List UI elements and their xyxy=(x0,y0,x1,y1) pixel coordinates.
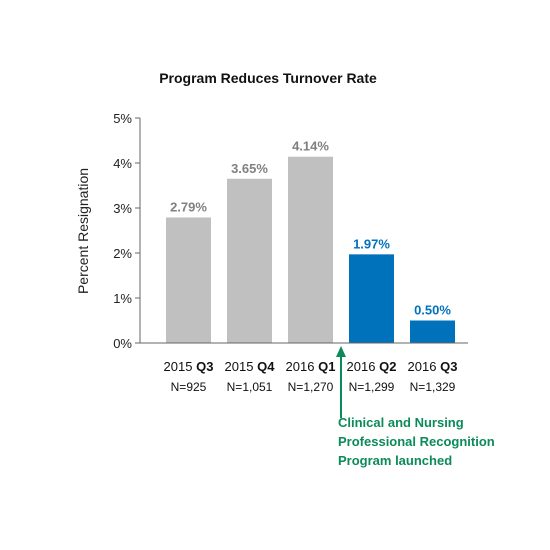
x-category-n: N=1,299 xyxy=(349,380,395,394)
data-label: 0.50% xyxy=(414,303,451,318)
x-category-n: N=1,270 xyxy=(288,380,334,394)
x-category-label: 2016 Q3 xyxy=(408,359,458,374)
data-label: 2.79% xyxy=(170,199,207,214)
y-tick-label: 2% xyxy=(113,246,132,261)
bar xyxy=(410,320,455,343)
chart-title: Program Reduces Turnover Rate xyxy=(159,70,377,86)
bars xyxy=(166,156,455,343)
y-axis-label: Percent Resignation xyxy=(75,168,91,294)
y-tick-label: 1% xyxy=(113,291,132,306)
x-category-label: 2015 Q4 xyxy=(225,359,276,374)
annotation-arrowhead xyxy=(336,346,346,357)
data-label: 1.97% xyxy=(353,236,390,251)
bar xyxy=(166,217,211,343)
x-axis-categories: 2015 Q3 N=925 2015 Q4 N=1,051 2016 Q1 N=1,270… xyxy=(164,359,458,394)
x-category-n: N=1,051 xyxy=(227,380,273,394)
annotation-text-line: Clinical and Nursing xyxy=(338,415,464,430)
x-category-label: 2016 Q2 xyxy=(347,359,397,374)
x-category-n: N=925 xyxy=(171,380,207,394)
x-category-label: 2016 Q1 xyxy=(286,359,336,374)
y-tick-label: 4% xyxy=(113,156,132,171)
x-category-label: 2015 Q3 xyxy=(164,359,214,374)
y-tick-label: 0% xyxy=(113,336,132,351)
bar xyxy=(349,254,394,343)
bar xyxy=(227,178,272,343)
annotation-text-line: Professional Recognition xyxy=(338,434,495,449)
data-label: 3.65% xyxy=(231,161,268,176)
data-labels: 2.79% 3.65% 4.14% 1.97% 0.50% xyxy=(170,139,451,318)
y-tick-label: 5% xyxy=(113,111,132,126)
annotation-text-line: Program launched xyxy=(338,453,452,468)
program-launch-annotation: Clinical and Nursing Professional Recogni… xyxy=(336,346,495,468)
x-category-n: N=1,329 xyxy=(410,380,456,394)
y-tick-label: 3% xyxy=(113,201,132,216)
data-label: 4.14% xyxy=(292,139,329,154)
y-axis-ticks: 0% 1% 2% 3% 4% 5% xyxy=(113,111,140,351)
bar xyxy=(288,156,333,343)
